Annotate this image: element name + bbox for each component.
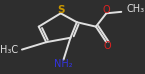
Text: CH₃: CH₃ (127, 4, 145, 14)
Text: O: O (104, 40, 111, 51)
Text: H₃C: H₃C (0, 45, 18, 55)
Text: O: O (103, 5, 110, 15)
Text: S: S (57, 5, 64, 15)
Text: NH₂: NH₂ (54, 59, 73, 69)
